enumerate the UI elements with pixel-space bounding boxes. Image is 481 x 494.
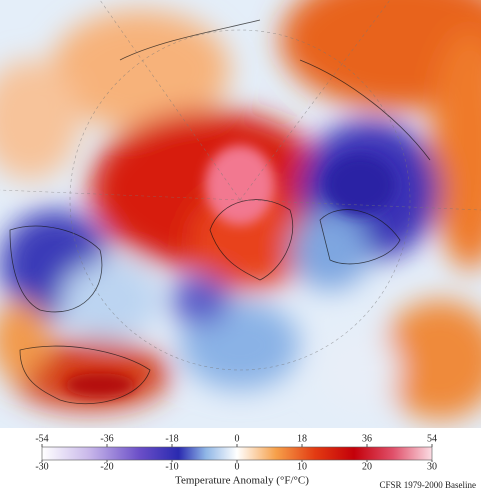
fahrenheit-tick-label: 18 xyxy=(297,433,307,444)
celsius-tick-label: 0 xyxy=(235,461,240,472)
celsius-tick-label: -10 xyxy=(165,461,178,472)
fahrenheit-tick-label: -54 xyxy=(35,433,48,444)
anomaly-map xyxy=(0,0,481,428)
celsius-tick-label: 10 xyxy=(297,461,307,472)
colorbar-label: Temperature Anomaly (°F/°C) xyxy=(175,475,309,487)
colorbar xyxy=(41,446,433,461)
fahrenheit-tick-label: 0 xyxy=(235,433,240,444)
fahrenheit-tick-label: 54 xyxy=(427,433,437,444)
celsius-tick-label: -30 xyxy=(35,461,48,472)
credit: CFSR 1979-2000 Baseline xyxy=(379,480,476,490)
fahrenheit-tick-label: -18 xyxy=(165,433,178,444)
fahrenheit-tick-label: -36 xyxy=(100,433,113,444)
celsius-tick-label: 20 xyxy=(362,461,372,472)
coastlines xyxy=(9,19,431,405)
celsius-tick-label: -20 xyxy=(100,461,113,472)
celsius-tick-label: 30 xyxy=(427,461,437,472)
fahrenheit-tick-label: 36 xyxy=(362,433,372,444)
